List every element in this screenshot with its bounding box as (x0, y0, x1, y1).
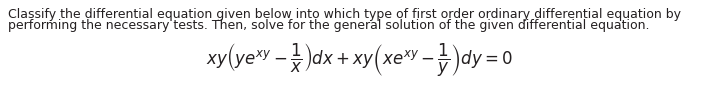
Text: $xy\left(ye^{xy}-\dfrac{1}{x}\right)dx+xy\left(xe^{xy}-\dfrac{1}{y}\right)dy=0$: $xy\left(ye^{xy}-\dfrac{1}{x}\right)dx+x… (207, 41, 513, 78)
Text: Classify the differential equation given below into which type of first order or: Classify the differential equation given… (8, 8, 681, 21)
Text: performing the necessary tests. Then, solve for the general solution of the give: performing the necessary tests. Then, so… (8, 19, 649, 32)
